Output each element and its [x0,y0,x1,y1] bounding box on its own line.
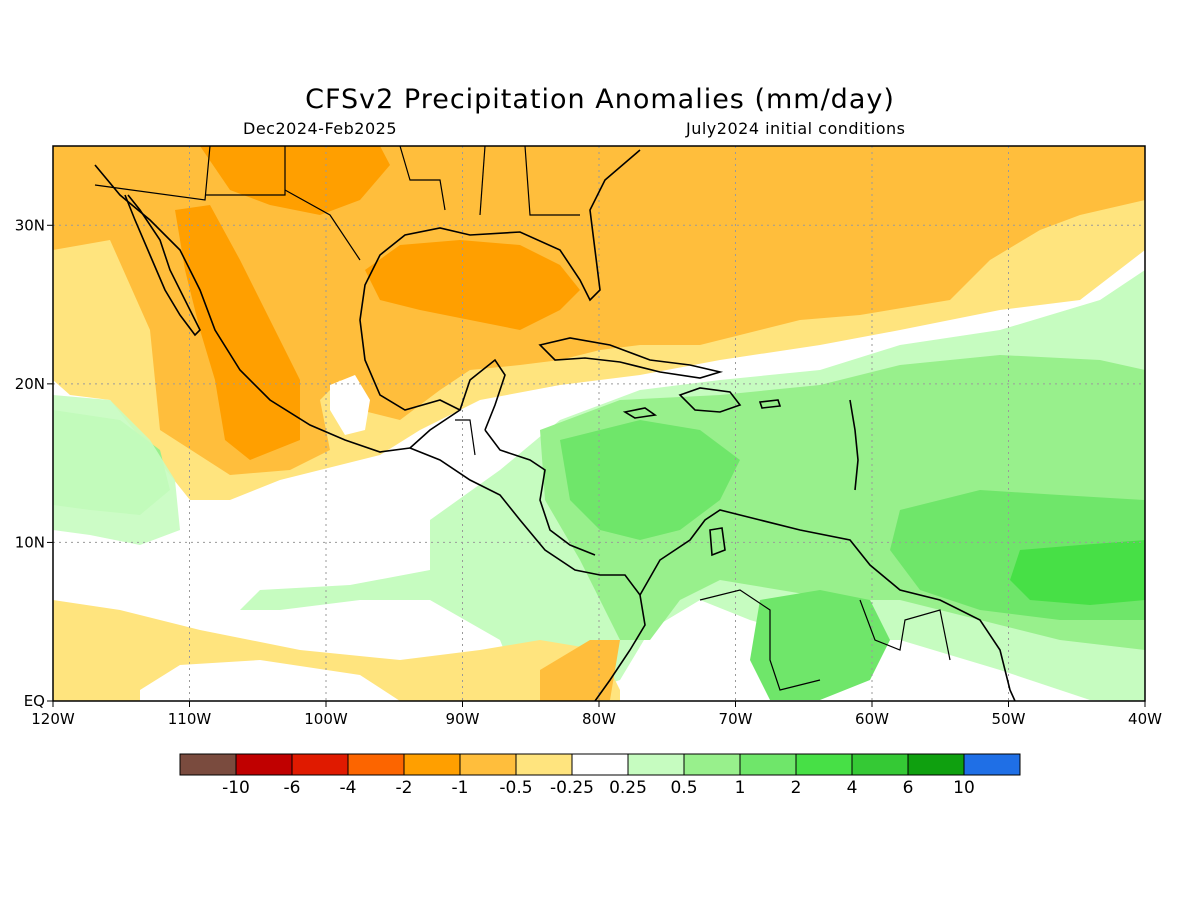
colorbar-label: 0.5 [670,778,697,798]
lon-tick-label: 60W [855,710,889,728]
colorbar-label: 2 [791,778,802,798]
colorbar-label: -2 [396,778,413,798]
colorbar-swatch [963,753,1021,776]
colorbar-label: -6 [284,778,301,798]
lat-tick-label: EQ [24,692,45,710]
dry-core-mexico [175,205,300,460]
colorbar-label: -0.5 [499,778,532,798]
lon-tick-label: 40W [1128,710,1162,728]
colorbar-label: 1 [735,778,746,798]
colorbar-swatch [347,753,405,776]
colorbar-label: -0.25 [550,778,594,798]
latitude-ticks: EQ 10N 20N 30N [15,216,53,710]
initial-conditions: July2024 initial conditions [686,119,906,138]
lon-tick-label: 50W [992,710,1026,728]
colorbar-swatch [179,753,237,776]
lon-tick-label: 110W [168,710,212,728]
colorbar-label: -10 [222,778,250,798]
wet-core-caribbean [560,420,740,540]
colorbar-swatch [795,753,853,776]
colorbar-swatch [907,753,965,776]
dry-south-pacific-orange [540,640,620,701]
lon-tick-label: 70W [719,710,753,728]
colorbar-label: 4 [847,778,858,798]
colorbar-swatch [571,753,629,776]
lat-tick-label: 30N [15,216,45,234]
wet-core-atlantic-strong [1010,540,1145,605]
colorbar-swatch [851,753,909,776]
longitude-ticks: 120W 110W 100W 90W 80W 70W 60W 50W 40W [31,701,1162,728]
colorbar-label: -1 [452,778,469,798]
colorbar-label: 6 [903,778,914,798]
colorbar: -10 -6 -4 -2 -1 -0.5 -0.25 0.25 0.5 1 2 4 6 10 [179,753,1021,798]
colorbar-swatch [291,753,349,776]
borders [94,146,951,691]
coastlines [94,149,1016,701]
neutral-yucatan [330,375,370,435]
dry-core-gulf [365,240,580,330]
wet-east-pacific-light [53,395,180,545]
dry-core-atlantic [200,146,390,215]
lon-tick-label: 100W [304,710,348,728]
chart-title: CFSv2 Precipitation Anomalies (mm/day) [305,84,895,115]
colorbar-swatch [459,753,517,776]
colorbar-swatch [627,753,685,776]
gridlines [53,146,1145,701]
lat-tick-label: 10N [15,533,45,551]
colorbar-swatch [683,753,741,776]
forecast-period: Dec2024-Feb2025 [243,119,397,138]
lon-tick-label: 120W [31,710,75,728]
lon-tick-label: 80W [582,710,616,728]
anomaly-field [53,146,1145,701]
colorbar-swatch [739,753,797,776]
neutral-south-pacific [140,660,400,701]
colorbar-label: -4 [340,778,357,798]
wet-core-southamerica [750,590,890,700]
colorbar-swatch [235,753,293,776]
colorbar-label: 10 [953,778,975,798]
lat-tick-label: 20N [15,375,45,393]
colorbar-swatch [403,753,461,776]
lon-tick-label: 90W [446,710,480,728]
colorbar-label: 0.25 [609,778,647,798]
colorbar-swatch [515,753,573,776]
